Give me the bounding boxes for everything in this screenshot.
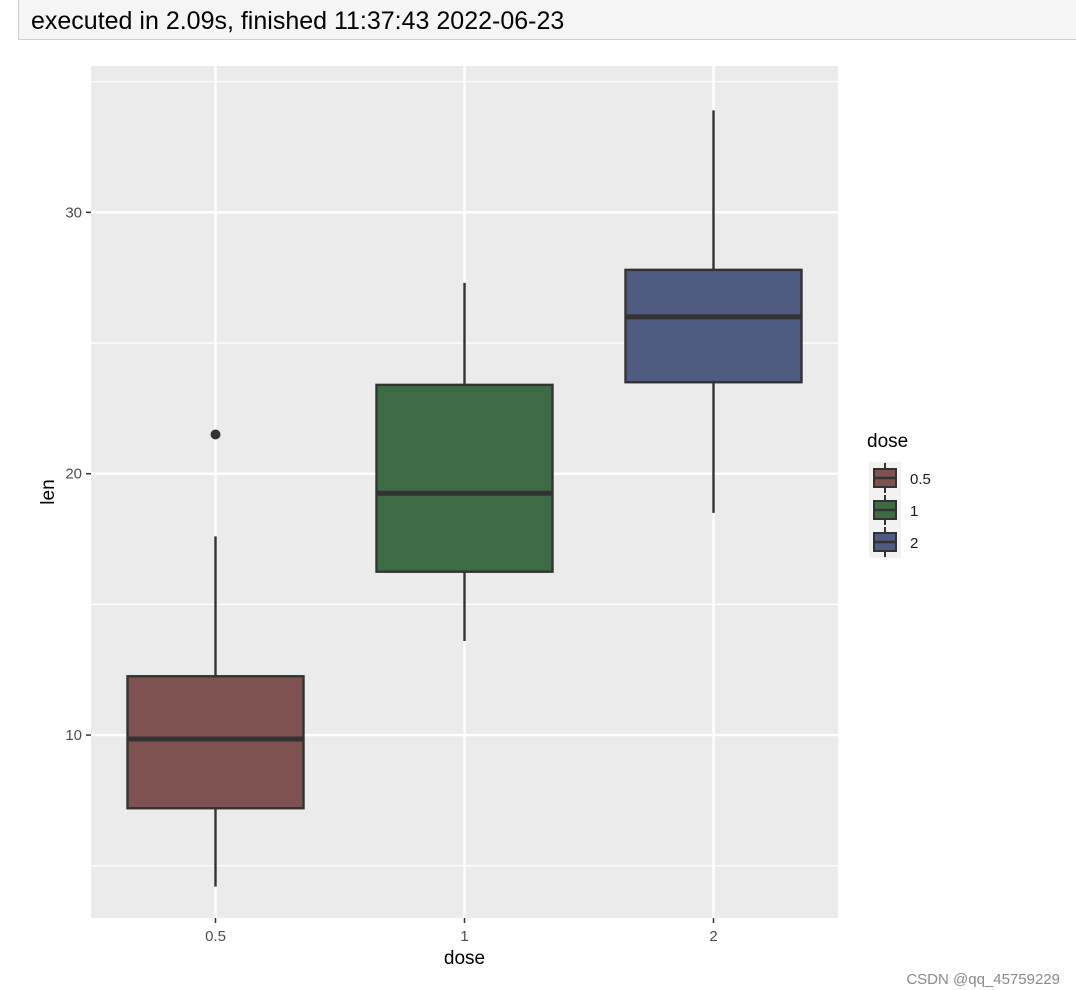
x-tick-label: 2: [709, 928, 717, 945]
cell-execution-status: executed in 2.09s, finished 11:37:43 202…: [18, 0, 1076, 40]
y-tick-label: 20: [65, 466, 82, 483]
watermark: CSDN @qq_45759229: [906, 971, 1060, 988]
x-tick-label: 1: [460, 928, 468, 945]
legend-entry-label: 0.5: [910, 471, 931, 488]
legend-entry-label: 2: [910, 535, 918, 552]
box-body: [624, 268, 803, 384]
outlier-point: [210, 429, 221, 440]
box-body: [126, 675, 305, 810]
legend-entry-label: 1: [910, 503, 918, 520]
y-tick-label: 10: [65, 727, 82, 744]
legend-title: dose: [867, 431, 908, 452]
execution-status-text: executed in 2.09s, finished 11:37:43 202…: [31, 7, 565, 35]
box-body: [375, 383, 554, 573]
y-tick-label: 30: [65, 204, 82, 221]
x-tick-label: 0.5: [205, 928, 226, 945]
x-axis-title: dose: [444, 948, 485, 969]
y-axis-title: len: [38, 479, 59, 504]
